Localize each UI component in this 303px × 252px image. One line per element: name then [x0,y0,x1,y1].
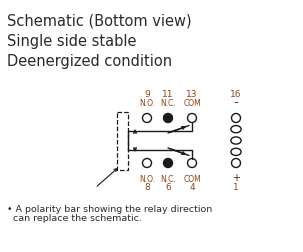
Text: Single side stable: Single side stable [7,34,136,49]
Text: • A polarity bar showing the relay direction: • A polarity bar showing the relay direc… [7,205,212,214]
Text: N.C.: N.C. [160,99,176,108]
Text: 6: 6 [165,183,171,192]
Text: COM: COM [183,175,201,184]
Text: 1: 1 [233,183,239,192]
Text: 11: 11 [162,90,174,99]
Text: 16: 16 [230,90,242,99]
Circle shape [164,159,172,168]
Bar [117,112,128,170]
Text: +: + [232,173,240,183]
Text: N.O.: N.O. [139,99,155,108]
Text: N.C.: N.C. [160,175,176,184]
Text: Schematic (Bottom view): Schematic (Bottom view) [7,14,191,29]
Text: Deenergized condition: Deenergized condition [7,54,172,69]
Text: COM: COM [183,99,201,108]
Text: can replace the schematic.: can replace the schematic. [7,214,142,223]
Text: 9: 9 [144,90,150,99]
Text: 13: 13 [186,90,198,99]
Text: 8: 8 [144,183,150,192]
Text: N.O.: N.O. [139,175,155,184]
Circle shape [164,113,172,122]
Text: 4: 4 [189,183,195,192]
Text: –: – [234,97,238,107]
